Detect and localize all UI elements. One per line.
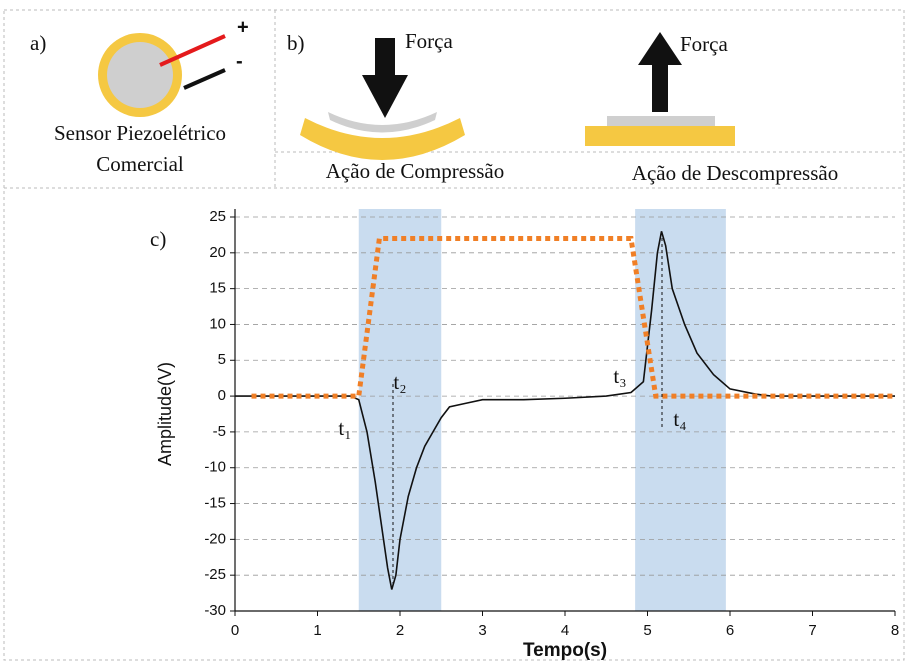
series-line: [251, 235, 895, 399]
time-label: t₃: [613, 364, 626, 388]
flat-core: [607, 116, 715, 128]
caption: Ação de Descompressão: [632, 161, 838, 185]
bent-sensor: [300, 118, 465, 160]
sensor-core: [107, 42, 173, 108]
x-tick-label: 5: [643, 622, 651, 639]
panel-label: c): [150, 227, 166, 251]
panel-label: a): [30, 31, 46, 55]
frame: [3, 9, 905, 661]
y-axis-label: Amplitude(V): [155, 362, 175, 466]
force-label: Força: [680, 32, 728, 56]
force-arrow: [362, 38, 408, 118]
y-tick-label: 10: [209, 315, 226, 332]
time-label: t₁: [338, 416, 351, 440]
time-label: t₄: [673, 407, 686, 431]
x-tick-label: 8: [891, 622, 899, 639]
y-tick-label: -15: [204, 495, 226, 512]
time-label: t₂: [393, 370, 406, 394]
y-tick-label: -30: [204, 602, 226, 619]
force-label: Força: [405, 29, 453, 53]
x-tick-label: 4: [561, 622, 569, 639]
y-tick-label: 15: [209, 280, 226, 297]
y-tick-label: 25: [209, 208, 226, 225]
y-tick-label: -25: [204, 566, 226, 583]
wire-positive: [159, 34, 226, 67]
x-tick-label: 0: [231, 622, 239, 639]
x-tick-label: 2: [396, 622, 404, 639]
panel-label: b): [287, 31, 305, 55]
y-tick-label: 5: [218, 351, 226, 368]
caption: Sensor Piezoelétrico: [54, 121, 226, 145]
bent-core: [328, 112, 437, 133]
x-tick-label: 7: [808, 622, 816, 639]
x-tick-label: 6: [726, 622, 734, 639]
caption: Ação de Compressão: [326, 159, 504, 183]
flat-sensor: [585, 126, 735, 146]
polarity: -: [236, 50, 243, 72]
highlight-span: [358, 209, 442, 611]
x-tick-label: 3: [478, 622, 486, 639]
y-tick-label: -10: [204, 459, 226, 476]
x-tick-label: 1: [313, 622, 321, 639]
y-tick-label: 20: [209, 244, 226, 261]
caption: Comercial: [96, 152, 184, 176]
y-tick-label: -20: [204, 530, 226, 547]
highlight-span: [635, 209, 726, 611]
y-tick-label: -5: [213, 423, 226, 440]
x-axis-label: Tempo(s): [523, 640, 607, 661]
polarity: +: [237, 16, 249, 38]
wire-negative: [183, 68, 226, 90]
series-line: [235, 231, 895, 590]
y-tick-label: 0: [218, 387, 226, 404]
force-arrow: [638, 32, 682, 112]
